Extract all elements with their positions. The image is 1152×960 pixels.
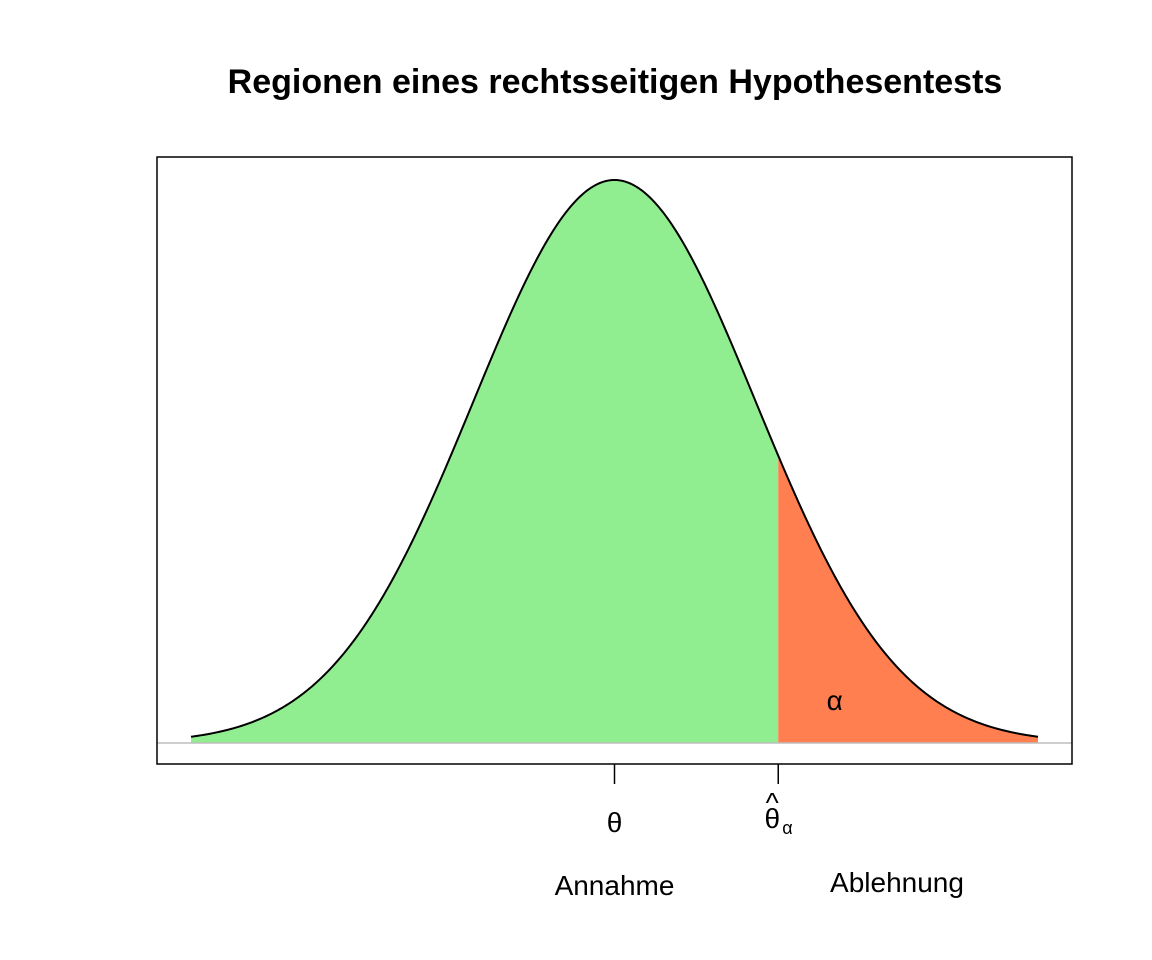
region-label-ablehnung: Ablehnung (830, 867, 964, 898)
density-curve (190, 178, 1039, 738)
region-ablehnung (778, 455, 1038, 743)
plot-area (156, 156, 1073, 765)
tick-label-theta-hat-subscript: α (782, 818, 792, 838)
chart-title: Regionen eines rechtsseitigen Hypothesen… (228, 63, 1003, 101)
tick-label-theta-hat-base: θ (764, 803, 780, 834)
tick-label-theta-hat-accent: ^ (766, 787, 779, 818)
region-label-annahme: Annahme (555, 870, 675, 901)
x-axis: θ θ ^ α (607, 764, 793, 838)
tick-label-theta-hat: θ ^ α (764, 787, 792, 838)
region-annahme (191, 180, 779, 743)
tick-label-theta: θ (607, 807, 623, 838)
alpha-annotation: α (827, 685, 843, 716)
